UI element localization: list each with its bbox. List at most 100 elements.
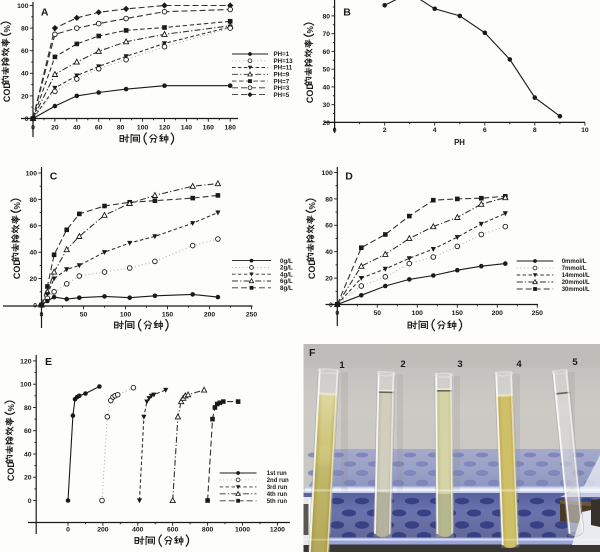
svg-text:100: 100 <box>412 310 424 317</box>
svg-text:A: A <box>41 7 49 19</box>
svg-text:100: 100 <box>17 3 29 10</box>
svg-text:400: 400 <box>132 527 144 534</box>
svg-text:60: 60 <box>24 428 32 435</box>
svg-text:70: 70 <box>323 31 331 38</box>
svg-text:PH=13: PH=13 <box>274 58 294 65</box>
svg-text:PH=9: PH=9 <box>274 72 290 79</box>
svg-text:60: 60 <box>323 49 331 56</box>
svg-text:5th run: 5th run <box>267 499 288 505</box>
svg-text:4g/L: 4g/L <box>280 271 293 278</box>
svg-text:0: 0 <box>329 302 333 309</box>
svg-text:30mmol/L: 30mmol/L <box>562 287 590 293</box>
svg-text:150: 150 <box>162 312 174 319</box>
svg-text:4th run: 4th run <box>267 492 288 498</box>
svg-text:100: 100 <box>321 170 333 177</box>
svg-text:2: 2 <box>400 359 405 370</box>
svg-text:20: 20 <box>21 93 29 100</box>
svg-text:20: 20 <box>24 475 32 482</box>
svg-text:0: 0 <box>31 125 35 132</box>
svg-text:100: 100 <box>120 312 132 319</box>
svg-text:COD: COD <box>2 82 12 103</box>
svg-text:30: 30 <box>323 102 331 109</box>
svg-text:%: % <box>308 201 317 209</box>
svg-text:6: 6 <box>483 127 487 134</box>
svg-text:80: 80 <box>21 26 29 33</box>
svg-text:0g/L: 0g/L <box>280 258 293 265</box>
svg-text:40: 40 <box>29 250 37 257</box>
svg-text:%: % <box>3 24 12 32</box>
svg-text:50: 50 <box>80 312 88 319</box>
svg-text:20: 20 <box>29 276 37 283</box>
svg-text:%: % <box>7 403 16 411</box>
svg-text:60: 60 <box>21 48 29 55</box>
svg-text:7mmol/L: 7mmol/L <box>562 266 587 272</box>
svg-text:%: % <box>306 25 315 33</box>
svg-text:800: 800 <box>202 527 214 534</box>
svg-text:PH=7: PH=7 <box>274 78 290 85</box>
svg-text:250: 250 <box>246 312 258 319</box>
svg-text:1000: 1000 <box>235 527 250 534</box>
svg-text:8: 8 <box>533 127 537 134</box>
svg-text:150: 150 <box>452 310 464 317</box>
svg-text:3rd run: 3rd run <box>267 485 288 491</box>
svg-text:0: 0 <box>33 302 37 309</box>
svg-text:COD: COD <box>6 461 16 482</box>
svg-text:D: D <box>345 171 353 183</box>
svg-text:4: 4 <box>433 127 437 134</box>
svg-text:2nd run: 2nd run <box>267 478 289 484</box>
svg-text:250: 250 <box>532 310 544 317</box>
svg-text:20: 20 <box>51 125 59 132</box>
svg-text:PH=3: PH=3 <box>274 85 290 92</box>
svg-text:E: E <box>45 356 52 368</box>
svg-text:80: 80 <box>323 13 331 20</box>
svg-text:100: 100 <box>20 382 32 389</box>
svg-text:F: F <box>309 347 316 359</box>
svg-text:40: 40 <box>73 125 81 132</box>
svg-text:PH: PH <box>454 138 465 147</box>
svg-text:40: 40 <box>21 71 29 78</box>
svg-text:COD: COD <box>307 259 317 280</box>
svg-text:50: 50 <box>323 67 331 74</box>
svg-text:50: 50 <box>374 310 382 317</box>
svg-text:40: 40 <box>24 451 32 458</box>
svg-text:0: 0 <box>66 527 70 534</box>
svg-text:0: 0 <box>335 310 339 317</box>
svg-text:0: 0 <box>25 116 29 123</box>
svg-text:60: 60 <box>29 223 37 230</box>
svg-text:5: 5 <box>572 357 578 368</box>
svg-text:160: 160 <box>203 125 215 132</box>
svg-text:0: 0 <box>333 127 337 134</box>
svg-text:80: 80 <box>117 125 125 132</box>
svg-text:20: 20 <box>325 276 333 283</box>
svg-text:80: 80 <box>24 405 32 412</box>
svg-text:C: C <box>50 171 58 183</box>
svg-text:B: B <box>343 7 351 19</box>
svg-text:20: 20 <box>323 120 331 127</box>
svg-text:PH=5: PH=5 <box>274 92 290 99</box>
svg-text:20mmol/L: 20mmol/L <box>562 280 590 286</box>
svg-text:1st run: 1st run <box>267 471 287 477</box>
svg-text:120: 120 <box>159 125 171 132</box>
svg-text:80: 80 <box>325 196 333 203</box>
svg-text:120: 120 <box>20 358 32 365</box>
svg-text:COD: COD <box>305 83 315 104</box>
svg-text:8g/L: 8g/L <box>280 285 293 292</box>
svg-text:0: 0 <box>40 312 44 319</box>
svg-text:2: 2 <box>383 127 387 134</box>
svg-text:%: % <box>13 201 22 209</box>
svg-text:180: 180 <box>225 125 237 132</box>
svg-text:3: 3 <box>457 359 462 370</box>
svg-text:200: 200 <box>97 527 109 534</box>
svg-text:2g/L: 2g/L <box>280 265 293 272</box>
svg-text:10: 10 <box>581 127 589 134</box>
svg-text:1: 1 <box>339 360 345 371</box>
svg-text:100: 100 <box>26 170 38 177</box>
svg-text:200: 200 <box>204 312 216 319</box>
svg-text:0mmol/L: 0mmol/L <box>562 259 587 265</box>
svg-text:80: 80 <box>29 197 37 204</box>
svg-text:COD: COD <box>12 259 22 280</box>
svg-text:60: 60 <box>95 125 103 132</box>
svg-text:100: 100 <box>137 125 149 132</box>
svg-text:140: 140 <box>181 125 193 132</box>
svg-text:200: 200 <box>492 310 504 317</box>
